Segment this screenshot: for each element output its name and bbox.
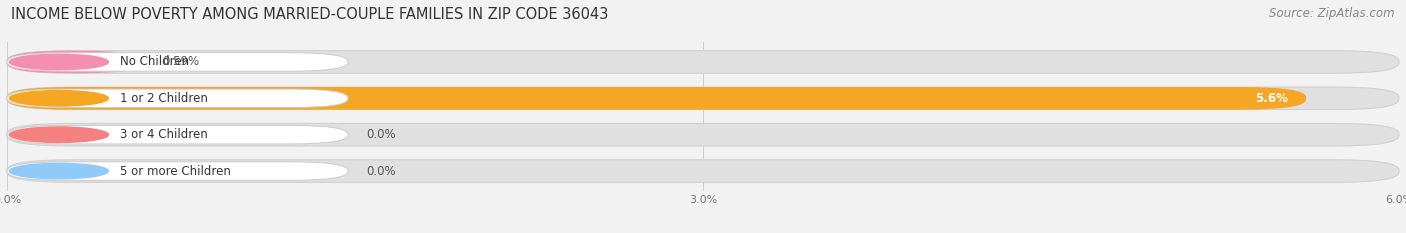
Text: 0.59%: 0.59%	[163, 55, 200, 69]
Circle shape	[10, 127, 108, 142]
FancyBboxPatch shape	[7, 123, 1399, 146]
FancyBboxPatch shape	[7, 51, 1399, 73]
Circle shape	[10, 163, 108, 179]
FancyBboxPatch shape	[7, 87, 1399, 110]
FancyBboxPatch shape	[7, 51, 143, 73]
FancyBboxPatch shape	[7, 87, 1306, 110]
Text: 5.6%: 5.6%	[1254, 92, 1288, 105]
Text: INCOME BELOW POVERTY AMONG MARRIED-COUPLE FAMILIES IN ZIP CODE 36043: INCOME BELOW POVERTY AMONG MARRIED-COUPL…	[11, 7, 609, 22]
Text: No Children: No Children	[120, 55, 190, 69]
FancyBboxPatch shape	[7, 89, 349, 108]
Text: 3 or 4 Children: 3 or 4 Children	[120, 128, 208, 141]
FancyBboxPatch shape	[7, 125, 349, 144]
Text: Source: ZipAtlas.com: Source: ZipAtlas.com	[1270, 7, 1395, 20]
FancyBboxPatch shape	[7, 53, 349, 71]
Circle shape	[10, 91, 108, 106]
Text: 5 or more Children: 5 or more Children	[120, 164, 231, 178]
Text: 0.0%: 0.0%	[367, 128, 396, 141]
FancyBboxPatch shape	[7, 162, 349, 180]
Circle shape	[10, 54, 108, 70]
FancyBboxPatch shape	[7, 160, 1399, 182]
Text: 0.0%: 0.0%	[367, 164, 396, 178]
Text: 1 or 2 Children: 1 or 2 Children	[120, 92, 208, 105]
